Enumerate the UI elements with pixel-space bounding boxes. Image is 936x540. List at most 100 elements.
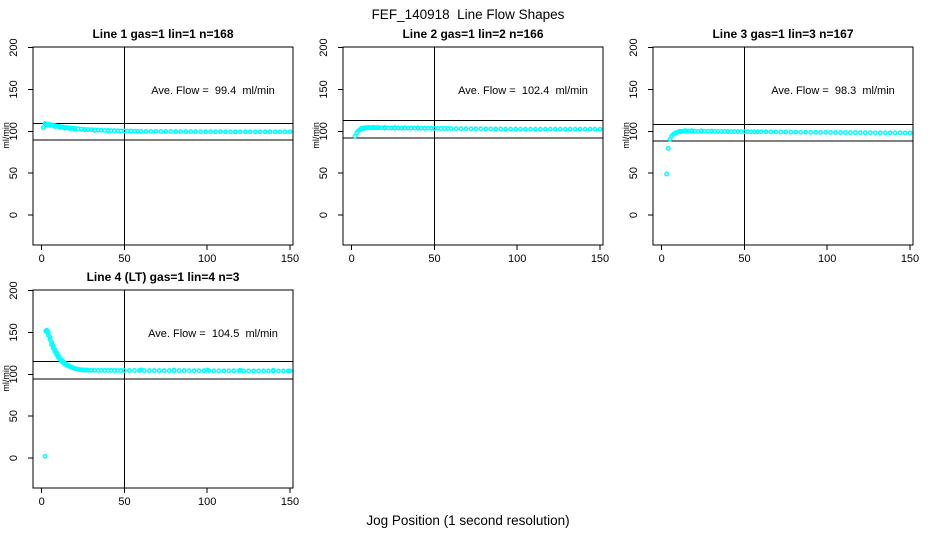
data-point bbox=[141, 368, 147, 374]
y-axis-title: ml/min bbox=[1, 365, 11, 392]
y-tick-label: 150 bbox=[628, 80, 640, 98]
data-point bbox=[562, 126, 568, 132]
data-points bbox=[42, 327, 293, 459]
data-point bbox=[193, 129, 199, 135]
data-point bbox=[280, 368, 286, 374]
data-point bbox=[252, 129, 258, 135]
plot-box bbox=[32, 289, 294, 489]
scatter-plot-line-2: 0 50 100 150 0 50 100 150 200 ml/min bbox=[311, 38, 609, 265]
data-point bbox=[587, 126, 593, 132]
axis-tick-labels: 0 50 100 150 0 50 100 150 200 ml/min bbox=[311, 38, 609, 265]
data-point bbox=[793, 129, 799, 135]
data-point bbox=[857, 130, 863, 136]
y-tick-label: 0 bbox=[318, 212, 330, 218]
reference-lines bbox=[33, 290, 293, 488]
y-tick-label: 200 bbox=[318, 38, 330, 56]
ave-flow-annotation: Ave. Flow = 102.4 ml/min bbox=[458, 85, 588, 97]
axes bbox=[338, 46, 604, 250]
data-point bbox=[191, 368, 197, 374]
data-point bbox=[183, 129, 189, 135]
y-axis-title: ml/min bbox=[311, 122, 321, 148]
data-point bbox=[173, 129, 179, 135]
data-point bbox=[256, 368, 261, 374]
x-tick-label: 150 bbox=[901, 253, 919, 265]
x-tick-label: 100 bbox=[818, 253, 836, 265]
data-point bbox=[287, 129, 293, 135]
data-point bbox=[838, 130, 843, 135]
data-point bbox=[592, 126, 598, 132]
data-point bbox=[247, 129, 253, 135]
data-point bbox=[493, 126, 499, 132]
reference-lines bbox=[33, 47, 293, 245]
axis-tick-labels: 0 50 100 150 0 50 100 150 200 ml/min bbox=[1, 281, 299, 508]
x-tick-label: 0 bbox=[39, 496, 45, 508]
x-tick-label: 100 bbox=[508, 253, 526, 265]
data-point bbox=[206, 368, 212, 374]
data-point bbox=[523, 126, 528, 132]
data-point bbox=[488, 126, 494, 132]
data-point bbox=[153, 128, 159, 134]
data-point bbox=[468, 126, 474, 132]
data-point bbox=[808, 129, 814, 135]
panel-line-4: Line 4 (LT) gas=1 lin=4 n=3 Ave. Flow = … bbox=[0, 268, 310, 513]
data-point bbox=[572, 126, 578, 132]
data-point bbox=[148, 128, 154, 134]
data-point bbox=[221, 368, 227, 374]
data-point bbox=[226, 368, 232, 374]
data-point bbox=[823, 129, 829, 135]
panel-line-2: Line 2 gas=1 lin=2 n=166 Ave. Flow = 102… bbox=[310, 25, 620, 270]
data-point bbox=[166, 368, 172, 374]
panel-title: Line 3 gas=1 lin=3 n=167 bbox=[712, 27, 854, 41]
data-point bbox=[158, 129, 164, 134]
y-tick-label: 0 bbox=[628, 212, 640, 218]
data-point bbox=[196, 368, 202, 374]
axis-tick-labels: 0 50 100 150 0 50 100 150 200 ml/min bbox=[1, 38, 299, 265]
panel-title: Line 2 gas=1 lin=2 n=166 bbox=[402, 27, 544, 41]
figure-title: FEF_140918 Line Flow Shapes bbox=[371, 7, 565, 22]
data-point bbox=[508, 126, 514, 132]
data-point bbox=[146, 368, 152, 374]
y-tick-label: 100 bbox=[8, 365, 20, 383]
data-point bbox=[872, 130, 878, 136]
y-tick-label: 200 bbox=[8, 38, 20, 56]
data-point bbox=[768, 129, 774, 135]
data-point bbox=[664, 171, 670, 177]
data-point bbox=[275, 368, 281, 374]
y-tick-label: 150 bbox=[318, 80, 330, 98]
y-tick-label: 50 bbox=[628, 167, 640, 179]
data-point bbox=[567, 126, 573, 132]
data-point bbox=[251, 368, 257, 374]
data-point bbox=[267, 129, 273, 135]
data-point bbox=[498, 126, 504, 132]
data-point bbox=[122, 368, 127, 373]
data-point bbox=[42, 453, 48, 459]
y-tick-label: 50 bbox=[8, 167, 20, 179]
data-point bbox=[277, 129, 283, 135]
data-point bbox=[503, 126, 509, 132]
data-point bbox=[833, 129, 838, 135]
y-tick-label: 150 bbox=[8, 323, 20, 341]
data-point bbox=[287, 368, 293, 374]
axes bbox=[648, 46, 914, 250]
data-point bbox=[186, 368, 192, 374]
data-point bbox=[282, 129, 288, 135]
axes bbox=[28, 289, 294, 493]
y-tick-label: 100 bbox=[318, 122, 330, 140]
data-point bbox=[867, 130, 873, 136]
data-point bbox=[902, 130, 908, 136]
data-point bbox=[270, 367, 276, 373]
data-point bbox=[828, 129, 833, 135]
plot-box bbox=[342, 46, 604, 246]
data-point bbox=[237, 129, 243, 135]
data-point bbox=[847, 130, 853, 136]
data-point bbox=[892, 130, 898, 136]
data-point bbox=[161, 368, 167, 374]
data-point bbox=[577, 126, 583, 132]
data-points bbox=[40, 121, 293, 135]
data-point bbox=[231, 368, 237, 374]
data-point bbox=[897, 130, 903, 136]
data-point bbox=[232, 129, 238, 135]
x-axis-label: Jog Position (1 second resolution) bbox=[366, 513, 570, 528]
data-point bbox=[151, 368, 157, 374]
data-point bbox=[227, 129, 233, 135]
